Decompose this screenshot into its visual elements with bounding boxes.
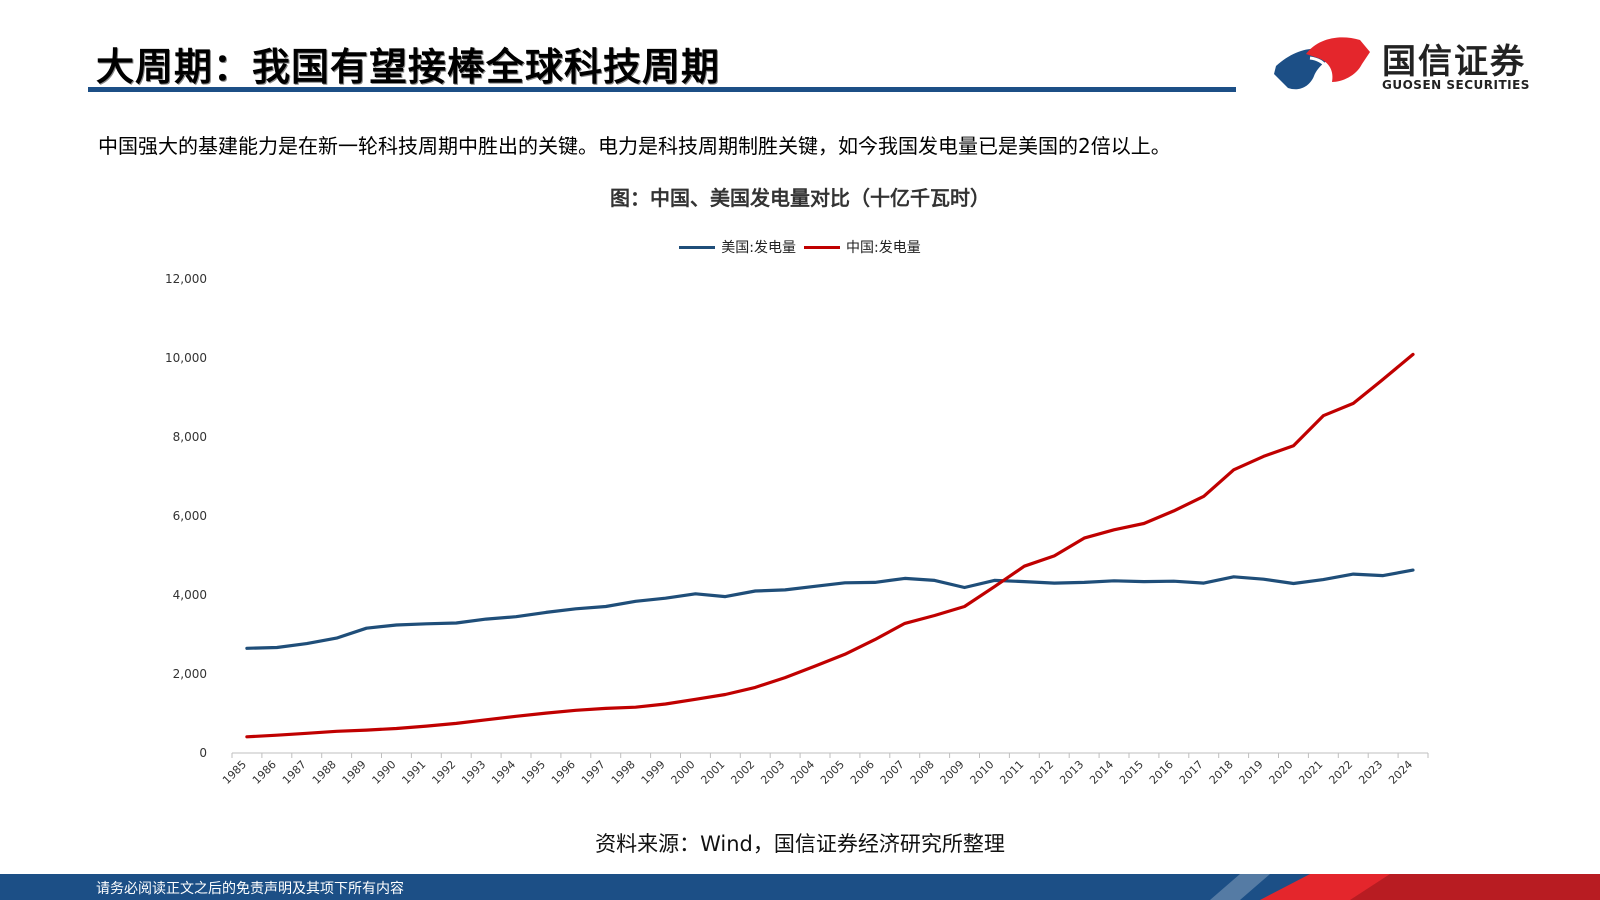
y-tick-label: 2,000: [173, 667, 207, 681]
legend-item-us: 美国:发电量: [679, 237, 796, 257]
legend-label-cn: 中国:发电量: [846, 240, 921, 256]
legend-label-us: 美国:发电量: [721, 240, 796, 256]
x-tick-label: 1990: [370, 758, 399, 787]
x-tick-label: 2001: [698, 758, 727, 787]
footer-stripe-decoration: [1210, 874, 1600, 900]
legend-item-cn: 中国:发电量: [804, 237, 921, 257]
x-tick-label: 2021: [1296, 758, 1325, 787]
chart-title: 图：中国、美国发电量对比（十亿千瓦时）: [610, 186, 990, 210]
x-tick-label: 2017: [1177, 758, 1206, 787]
x-tick-label: 1999: [639, 758, 668, 787]
subtitle-text: 中国强大的基建能力是在新一轮科技周期中胜出的关键。电力是科技周期制胜关键，如今我…: [98, 134, 1171, 158]
x-tick-label: 2014: [1087, 758, 1116, 787]
legend-swatch-us: [679, 245, 716, 249]
y-tick-label: 12,000: [165, 272, 207, 286]
x-tick-label: 1996: [549, 758, 578, 787]
series-line-us: [245, 568, 1415, 650]
x-tick-label: 1998: [609, 758, 638, 787]
brand-name-en: GUOSEN SECURITIES: [1382, 78, 1530, 92]
chart-legend: 美国:发电量 中国:发电量: [0, 237, 1600, 257]
x-tick-label: 2003: [758, 758, 787, 787]
x-tick-label: 2004: [788, 758, 817, 787]
y-tick-label: 4,000: [173, 588, 207, 602]
x-tick-label: 1989: [340, 758, 369, 787]
x-tick-label: 2005: [818, 758, 847, 787]
x-tick-label: 1993: [459, 758, 488, 787]
x-tick-label: 2013: [1057, 758, 1086, 787]
y-tick-label: 6,000: [173, 509, 207, 523]
x-tick-label: 2015: [1117, 758, 1146, 787]
footer-bar: 请务必阅读正文之后的免责声明及其项下所有内容: [0, 874, 1600, 900]
y-tick-label: 8,000: [173, 430, 207, 444]
x-tick-label: 1997: [579, 758, 608, 787]
x-tick-label: 1985: [220, 758, 249, 787]
brand-name-cn: 国信证券: [1382, 42, 1526, 82]
x-tick-label: 2022: [1326, 758, 1355, 787]
x-tick-label: 2018: [1207, 758, 1236, 787]
x-tick-label: 1986: [250, 758, 279, 787]
x-tick-label: 2024: [1386, 758, 1415, 787]
x-tick-label: 2011: [997, 758, 1026, 787]
page-title: 大周期：我国有望接棒全球科技周期: [96, 45, 721, 89]
x-tick-label: 1991: [399, 758, 428, 787]
y-tick-label: 10,000: [165, 351, 207, 365]
x-tick-label: 2010: [968, 758, 997, 787]
x-tick-label: 2000: [669, 758, 698, 787]
x-tick-label: 1994: [489, 758, 518, 787]
guosen-logo-icon: [1274, 37, 1370, 90]
x-tick-label: 2016: [1147, 758, 1176, 787]
x-tick-label: 2007: [878, 758, 907, 787]
x-tick-label: 2020: [1267, 758, 1296, 787]
legend-swatch-cn: [804, 245, 840, 249]
source-note: 资料来源：Wind，国信证券经济研究所整理: [595, 832, 1005, 856]
title-divider: [88, 87, 1236, 92]
brand-logo: 国信证券 GUOSEN SECURITIES: [1270, 30, 1570, 100]
x-tick-label: 1995: [519, 758, 548, 787]
x-tick-label: 2019: [1237, 758, 1266, 787]
footer-disclaimer: 请务必阅读正文之后的免责声明及其项下所有内容: [96, 881, 404, 897]
x-tick-label: 1988: [310, 758, 339, 787]
x-tick-label: 2023: [1356, 758, 1385, 787]
x-tick-label: 2006: [848, 758, 877, 787]
x-tick-label: 1992: [429, 758, 458, 787]
x-tick-label: 2008: [908, 758, 937, 787]
x-tick-label: 2002: [728, 758, 757, 787]
y-tick-label: 0: [199, 746, 207, 760]
series-line-cn: [245, 352, 1415, 739]
x-tick-label: 2009: [938, 758, 967, 787]
x-tick-label: 2012: [1027, 758, 1056, 787]
x-tick-label: 1987: [280, 758, 309, 787]
